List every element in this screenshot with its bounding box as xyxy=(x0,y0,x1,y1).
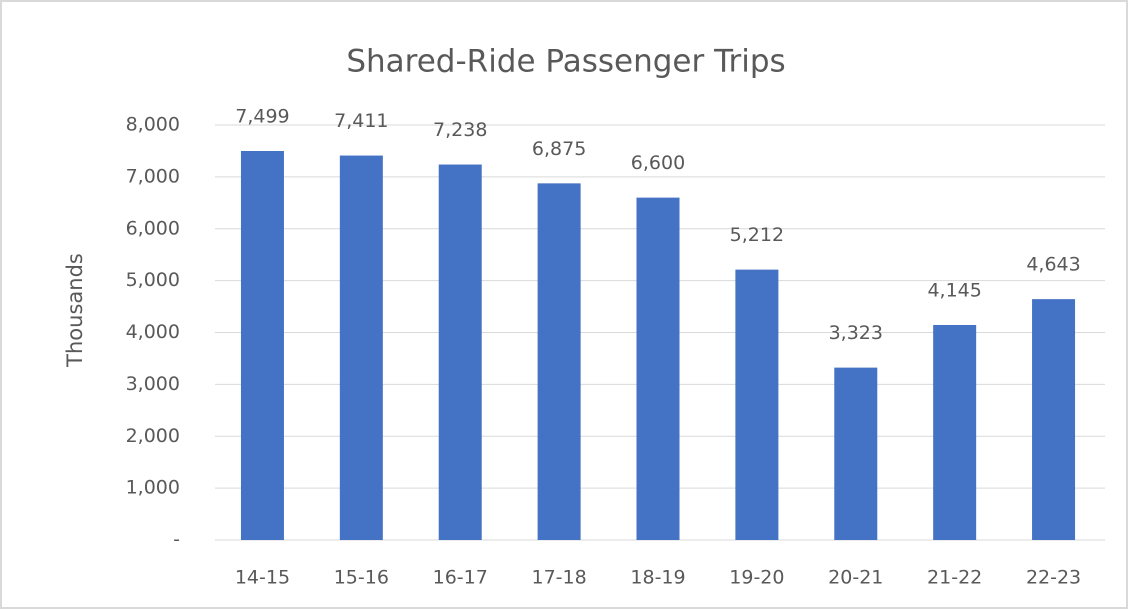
y-tick-label: 4,000 xyxy=(126,321,180,343)
x-tick-label: 19-20 xyxy=(729,567,784,589)
bar xyxy=(636,197,680,540)
y-tick-label: 3,000 xyxy=(126,373,180,395)
y-tick-label: - xyxy=(173,529,180,551)
x-tick-label: 17-18 xyxy=(532,567,587,589)
data-label: 5,212 xyxy=(730,224,784,246)
x-tick-label: 21-22 xyxy=(927,567,982,589)
y-tick-label: 5,000 xyxy=(126,269,180,291)
bar xyxy=(339,155,383,540)
y-axis-label: Thousands xyxy=(63,253,87,368)
x-tick-label: 16-17 xyxy=(433,567,488,589)
bar xyxy=(537,183,581,540)
x-tick-label: 22-23 xyxy=(1026,567,1081,589)
bar xyxy=(438,164,482,540)
y-tick-label: 1,000 xyxy=(126,477,180,499)
data-label: 4,145 xyxy=(927,279,981,301)
y-tick-label: 8,000 xyxy=(126,114,180,136)
data-label: 7,411 xyxy=(334,110,388,132)
y-tick-label: 7,000 xyxy=(126,165,180,187)
data-label: 6,600 xyxy=(631,152,685,174)
y-tick-label: 2,000 xyxy=(126,425,180,447)
x-tick-label: 15-16 xyxy=(334,567,389,589)
data-label: 7,238 xyxy=(433,119,487,141)
x-tick-label: 20-21 xyxy=(828,567,883,589)
data-label: 6,875 xyxy=(532,138,586,160)
bar xyxy=(1032,299,1076,540)
chart-title: Shared-Ride Passenger Trips xyxy=(346,44,785,80)
bar xyxy=(240,150,284,540)
bar xyxy=(834,367,878,540)
x-tick-label: 14-15 xyxy=(235,567,290,589)
data-label: 7,499 xyxy=(235,105,289,127)
data-label: 4,643 xyxy=(1026,254,1080,276)
bar xyxy=(735,269,779,540)
x-tick-label: 18-19 xyxy=(630,567,685,589)
y-tick-label: 6,000 xyxy=(126,217,180,239)
bar xyxy=(933,324,977,540)
data-label: 3,323 xyxy=(829,322,883,344)
